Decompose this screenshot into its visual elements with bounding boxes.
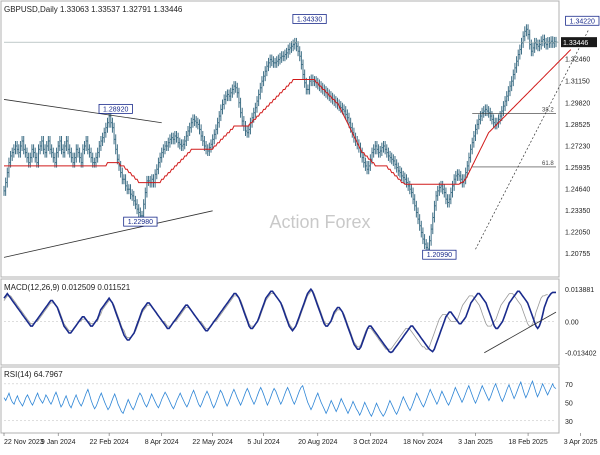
swing-label: 1.34220 — [570, 18, 595, 25]
x-tick-label: 8 Apr 2024 — [145, 439, 179, 446]
x-tick-label: 5 Jul 2024 — [247, 439, 279, 446]
x-tick-label: 3 Apr 2025 — [564, 439, 598, 446]
fib-38-label: 38.2 — [542, 108, 554, 114]
rsi-layer: 70 50 30 — [3, 379, 573, 426]
fib-61-label: 61.8 — [542, 161, 554, 167]
swing-label-box — [123, 216, 158, 227]
upper-trend-line — [3, 99, 162, 124]
x-tick-label: 18 Feb 2025 — [508, 439, 547, 446]
x-tick-label: 3 Jan 2025 — [458, 439, 493, 446]
macd-panel — [0, 278, 560, 366]
watermark: Action Forex — [269, 212, 370, 232]
x-tick-label: 22 May 2024 — [192, 439, 233, 446]
price-bars — [3, 24, 558, 255]
moving-average-layer — [4, 49, 572, 185]
swing-label-box — [565, 15, 600, 26]
price-axis: 1.32460 1.31150 1.29820 1.28525 1.27230 1.259… — [4, 37, 597, 258]
macd-tick-label: 0.00 — [565, 319, 579, 326]
price-tick-label: 1.24640 — [565, 187, 590, 194]
lower-trend-line — [3, 210, 213, 258]
x-tick-label: 20 Aug 2024 — [298, 439, 337, 446]
swing-label: 1.22980 — [128, 219, 153, 226]
x-tick-label: 22 Feb 2024 — [89, 439, 128, 446]
price-tick-label: 1.27230 — [565, 143, 590, 150]
swing-label: 1.34330 — [297, 16, 322, 23]
price-tick-label: 1.31150 — [565, 78, 590, 85]
macd-tick-label: 0.013881 — [565, 287, 594, 294]
price-tick-label: 1.32460 — [565, 57, 590, 64]
rsi-panel — [0, 366, 560, 434]
current-price-tag — [561, 37, 597, 48]
moving-average-line — [4, 49, 572, 185]
price-tick-label: 1.25935 — [565, 165, 590, 172]
macd-line — [3, 287, 556, 354]
rsi-tick-label: 50 — [565, 400, 573, 407]
price-tick-label: 1.22050 — [565, 230, 590, 237]
dashed-rally-line — [475, 29, 590, 250]
price-tick-label: 1.29820 — [565, 100, 590, 107]
rsi-label: RSI(14) 64.7967 — [4, 370, 63, 379]
swing-label-box — [98, 103, 133, 114]
current-price-label: 1.33446 — [563, 40, 588, 47]
price-panel — [0, 0, 560, 278]
rsi-tick-label: 30 — [565, 419, 573, 426]
macd-tick-label: -0.013402 — [565, 350, 597, 357]
price-tick-label: 1.28525 — [565, 122, 590, 129]
x-tick-label: 9 Jan 2024 — [41, 439, 76, 446]
rsi-tick-label: 70 — [565, 382, 573, 389]
macd-label: MACD(12,26,9) 0.012509 0.011521 — [4, 283, 131, 292]
x-tick-label: 3 Oct 2024 — [353, 439, 387, 446]
price-tick-label: 1.23350 — [565, 208, 590, 215]
symbol-header: GBPUSD,Daily 1.33063 1.33537 1.32791 1.3… — [4, 5, 183, 14]
swing-label-box — [292, 14, 327, 24]
macd-layer: 0.013881 0.00 -0.013402 — [3, 287, 597, 357]
macd-trend-line — [484, 311, 557, 354]
price-annotations: 38.2 61.8 1.28920 1.34330 1.34220 1.22980 1.20… — [3, 14, 600, 260]
swing-label: 1.20990 — [427, 252, 452, 259]
rsi-line — [3, 379, 557, 418]
price-tick-label: 1.20755 — [565, 251, 590, 258]
x-tick-label: 22 Nov 2023 — [4, 439, 44, 446]
swing-label-box — [422, 249, 457, 260]
x-tick-label: 18 Nov 2024 — [403, 439, 443, 446]
swing-label: 1.28920 — [103, 106, 128, 113]
